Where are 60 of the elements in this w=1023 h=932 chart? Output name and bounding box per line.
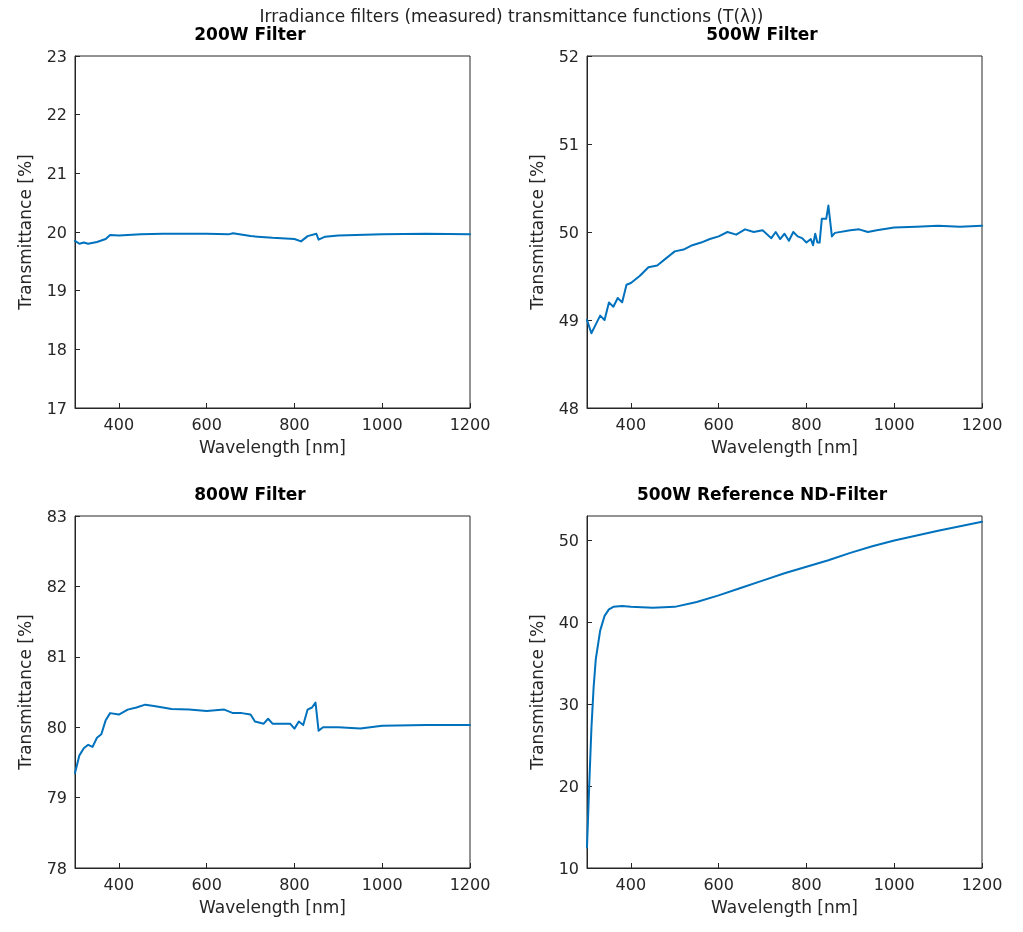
x-tick-label: 600	[703, 874, 734, 894]
x-tick-label: 1000	[873, 414, 915, 434]
y-tick-label: 48	[558, 398, 579, 418]
y-tick-label: 17	[46, 398, 67, 418]
chart-title: 800W Filter	[194, 483, 307, 504]
y-tick-label: 52	[558, 46, 579, 66]
x-tick-label: 800	[791, 874, 822, 894]
x-tick-label: 400	[103, 874, 135, 894]
y-tick-label: 82	[46, 576, 67, 596]
y-tick-label: 79	[46, 788, 67, 808]
x-axis-title: Wavelength [nm]	[199, 436, 346, 457]
x-tick-label: 1000	[361, 874, 403, 894]
x-tick-label: 800	[279, 414, 310, 434]
x-tick-label: 800	[279, 874, 310, 894]
line-series	[74, 232, 471, 245]
x-axis-title: Wavelength [nm]	[711, 436, 858, 457]
y-tick-label: 50	[558, 222, 579, 242]
text: Irradiance filters (measured) transmittance functions (T(λ))	[258, 6, 765, 26]
y-tick-label: 51	[558, 134, 579, 154]
line-series	[586, 520, 983, 849]
y-axis-title: Transmittance [%]	[526, 614, 547, 771]
y-tick-label: 40	[558, 612, 579, 632]
y-tick-label: 18	[46, 339, 67, 359]
y-axis-title: Transmittance [%]	[526, 154, 547, 311]
y-tick-label: 81	[46, 647, 67, 667]
x-tick-label: 1000	[361, 414, 403, 434]
y-tick-label: 49	[558, 310, 579, 330]
y-tick-label: 50	[558, 531, 579, 551]
x-tick-label: 600	[191, 414, 222, 434]
x-tick-label: 1200	[961, 874, 1003, 894]
y-axis-title: Transmittance [%]	[14, 154, 35, 311]
x-axis-title: Wavelength [nm]	[711, 896, 858, 917]
chart-title: 200W Filter	[194, 23, 307, 44]
y-tick-label: 23	[46, 46, 67, 66]
line-series	[586, 204, 983, 335]
y-tick-label: 20	[558, 776, 579, 796]
y-tick-label: 19	[46, 281, 67, 301]
x-axis-title: Wavelength [nm]	[199, 896, 346, 917]
x-tick-label: 400	[103, 414, 135, 434]
x-tick-label: 600	[191, 874, 222, 894]
y-tick-label: 83	[46, 506, 67, 526]
x-tick-label: 1200	[449, 874, 491, 894]
y-tick-label: 22	[46, 105, 67, 125]
line-series	[74, 701, 471, 774]
y-tick-label: 10	[558, 858, 579, 878]
chart-title: 500W Reference ND-Filter	[636, 483, 888, 504]
y-axis-title: Transmittance [%]	[14, 614, 35, 771]
x-tick-label: 1200	[449, 414, 491, 434]
y-tick-label: 80	[46, 717, 67, 737]
x-tick-label: 400	[615, 414, 647, 434]
x-tick-label: 1200	[961, 414, 1003, 434]
y-tick-label: 30	[558, 694, 579, 714]
x-tick-label: 400	[615, 874, 647, 894]
x-tick-label: 800	[791, 414, 822, 434]
y-tick-label: 78	[46, 858, 67, 878]
y-tick-label: 21	[46, 163, 67, 183]
y-tick-label: 20	[46, 222, 67, 242]
x-tick-label: 600	[703, 414, 734, 434]
chart-title: 500W Filter	[706, 23, 819, 44]
x-tick-label: 1000	[873, 874, 915, 894]
